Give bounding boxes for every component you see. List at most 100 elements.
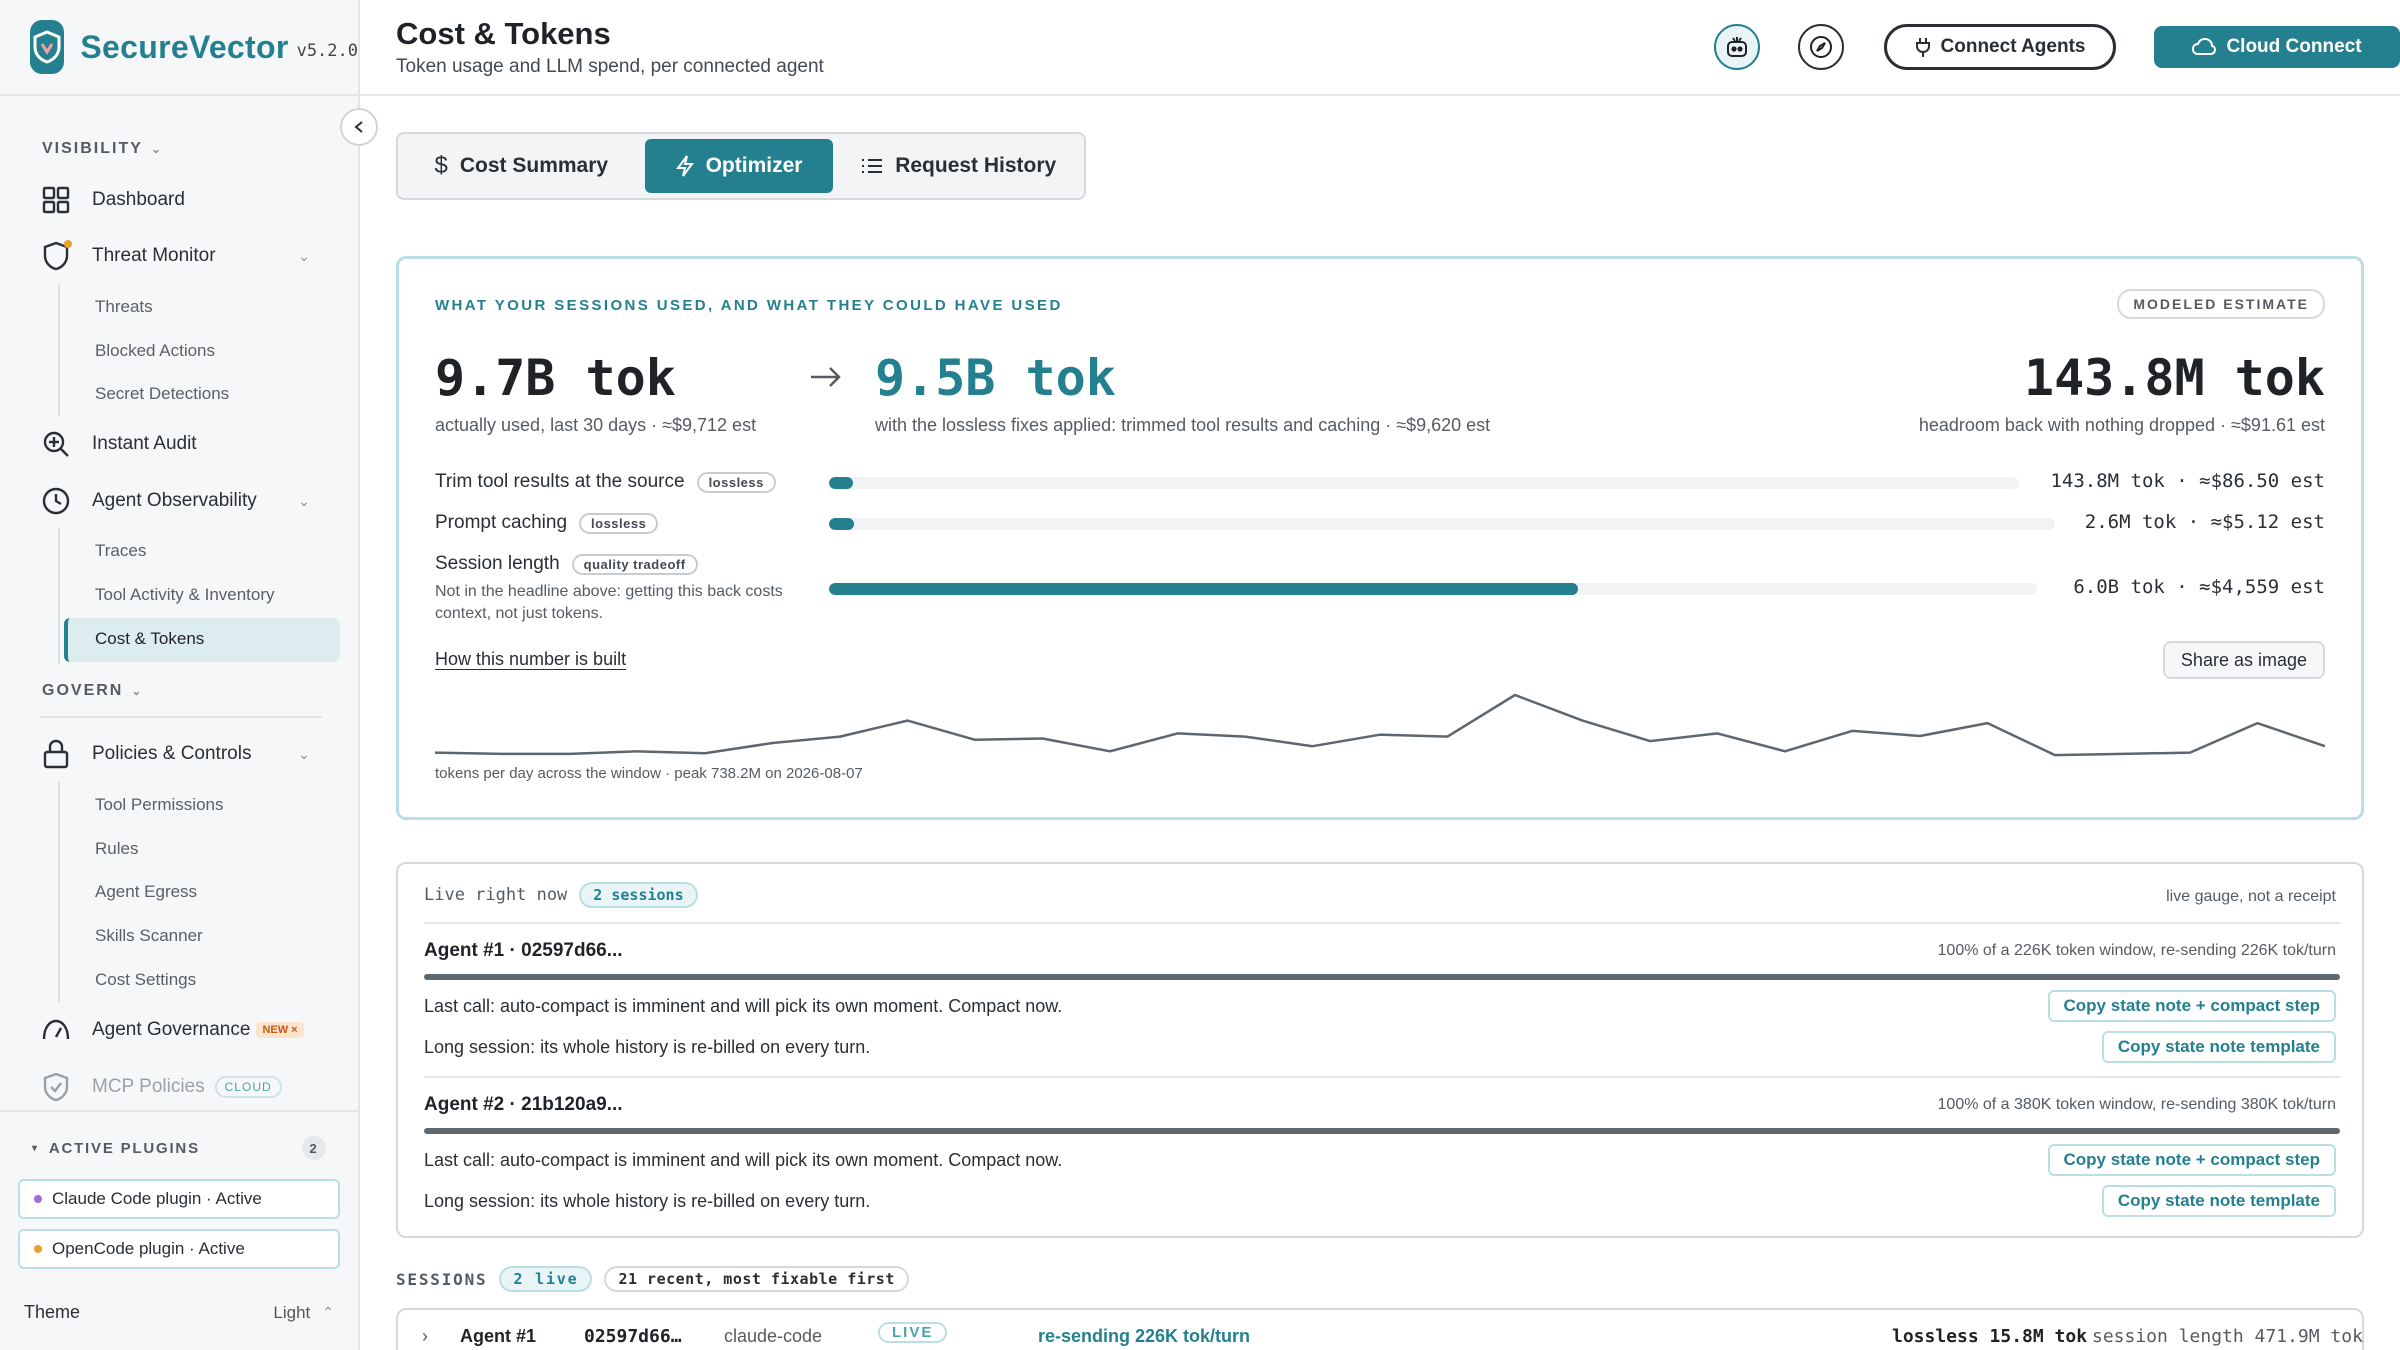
tab-label: Cost Summary [459,154,609,177]
sidebar-item-dashboard[interactable]: Dashboard [40,180,330,220]
dollar-icon: $ [434,152,448,179]
brand[interactable]: SecureVector v5.2.0 [0,0,358,96]
status-dot [34,1195,42,1203]
sidebar-item-cost-settings[interactable]: Cost Settings [95,970,197,989]
theme-toggle[interactable]: Theme Light ⌃ [24,1302,334,1323]
optimizer-eyebrow: WHAT YOUR SESSIONS USED, AND WHAT THEY C… [435,297,1063,314]
sidebar-item-policies-controls[interactable]: Policies & Controls ⌄ [40,734,330,774]
fix-tag: quality tradeoff [571,553,698,575]
chevron-down-icon: ⌄ [131,684,144,698]
collapse-sidebar-button[interactable] [340,108,378,146]
tab-optimizer[interactable]: Optimizer [644,139,834,193]
used-sub: actually used, last 30 days · ≈$9,712 es… [435,415,757,435]
fix-bar-fill [829,477,853,489]
fix-bar-fill [829,583,1578,595]
copy-state-compact-button[interactable]: Copy state note + compact step [2047,990,2336,1022]
section-govern[interactable]: GOVERN ⌄ [42,682,143,700]
page-header: Cost & Tokens Token usage and LLM spend,… [360,0,2400,96]
fix-label: Session length [435,553,560,574]
fix-trim-tool-results: Trim tool results at the source lossless [435,471,776,493]
sidebar-item-agent-observability[interactable]: Agent Observability ⌄ [40,481,330,521]
agent-message: Long session: its whole history is re-bi… [424,1037,871,1057]
section-govern-label: GOVERN [42,682,124,699]
sidebar-item-threat-monitor[interactable]: Threat Monitor ⌄ [40,236,330,276]
chevron-down-icon[interactable]: ⌄ [298,492,310,509]
could-sub: with the lossless fixes applied: trimmed… [875,415,1491,435]
used-value: 9.7B tok [435,349,676,407]
agent-title: Agent #2 · 21b120a9... [424,1094,623,1115]
fix-bar-track [829,583,2037,595]
live-note: live gauge, not a receipt [2166,888,2336,905]
sidebar-item-agent-governance[interactable]: Agent Governance NEW × [40,1010,330,1050]
session-agent: Agent #1 [460,1326,537,1346]
brand-name: SecureVector [80,28,289,65]
fix-tag: lossless [579,512,659,534]
agent-window: 100% of a 380K token window, re-sending … [1937,1096,2336,1113]
share-as-image-button[interactable]: Share as image [2162,641,2325,679]
fix-session-length: Session length quality tradeoff [435,553,698,575]
copy-state-template-button[interactable]: Copy state note template [2101,1031,2336,1063]
arrow-right-icon [811,367,841,387]
sidebar-item-cost-tokens[interactable]: Cost & Tokens [95,629,205,648]
sidebar: SecureVector v5.2.0 VISIBILITY ⌄ Dashboar… [0,0,360,1350]
chevron-down-icon[interactable]: ⌄ [298,745,310,762]
plugin-opencode[interactable]: OpenCode plugin · Active [18,1229,340,1269]
plugin-claude-code[interactable]: Claude Code plugin · Active [18,1179,340,1219]
plugin-label: Claude Code plugin · Active [52,1189,262,1208]
plug-icon [1915,38,1930,57]
fix-value: 143.8M tok · ≈$86.50 est [2050,470,2325,492]
sidebar-item-traces[interactable]: Traces [95,541,147,560]
robot-button[interactable] [1714,24,1760,70]
table-row[interactable]: › Agent #1 02597d66… claude-code LIVE re… [396,1308,2364,1350]
could-value: 9.5B tok [875,349,1116,407]
active-plugins-header[interactable]: ▾ ACTIVE PLUGINS 2 [32,1136,326,1160]
sidebar-item-threats[interactable]: Threats [95,297,153,316]
sidebar-item-skills-scanner[interactable]: Skills Scanner [95,926,203,945]
compass-button[interactable] [1798,24,1844,70]
tab-bar: $ Cost Summary Optimizer Request History [396,132,1086,200]
sidebar-item-tool-permissions[interactable]: Tool Permissions [95,795,224,814]
active-plugins-label: ACTIVE PLUGINS [48,1139,200,1157]
cloud-connect-button[interactable]: Cloud Connect [2154,26,2400,68]
sidebar-item-label: Dashboard [92,189,185,210]
sidebar-item-label: Instant Audit [92,433,197,454]
section-visibility[interactable]: VISIBILITY ⌄ [42,140,163,158]
divider [40,716,322,718]
copy-state-compact-button[interactable]: Copy state note + compact step [2047,1144,2336,1176]
live-pill: 2 live [499,1266,593,1292]
fix-value: 6.0B tok · ≈$4,559 est [2073,576,2325,598]
row-divider [424,1076,2340,1078]
chevron-right-icon[interactable]: › [422,1326,428,1346]
chevron-up-icon: ⌃ [322,1304,334,1320]
agent-window: 100% of a 226K token window, re-sending … [1937,942,2336,959]
copy-state-template-button[interactable]: Copy state note template [2101,1185,2336,1217]
session-id: 02597d66… [584,1326,682,1347]
divider [0,1110,360,1112]
how-number-built-link[interactable]: How this number is built [435,649,627,669]
tab-cost-summary[interactable]: $ Cost Summary [404,139,639,193]
sidebar-item-agent-egress[interactable]: Agent Egress [95,882,198,901]
sessions-pill: 2 sessions [579,882,698,908]
agent-message: Last call: auto-compact is imminent and … [424,1150,1063,1170]
active-indicator [64,618,340,662]
sidebar-item-rules[interactable]: Rules [95,839,139,858]
sidebar-item-tool-activity[interactable]: Tool Activity & Inventory [95,585,275,604]
live-label: Live right now [424,885,568,905]
sidebar-item-label: Threat Monitor [92,245,216,266]
modeled-estimate-badge: MODELED ESTIMATE [2117,289,2325,319]
lock-icon [40,738,72,770]
sidebar-item-blocked-actions[interactable]: Blocked Actions [95,341,216,360]
new-badge[interactable]: NEW × [256,1022,304,1038]
sub-divider [58,528,60,664]
sidebar-item-secret-detections[interactable]: Secret Detections [95,384,230,403]
plugins-count: 2 [302,1136,326,1160]
sidebar-item-instant-audit[interactable]: Instant Audit [40,424,330,464]
sidebar-item-mcp-policies[interactable]: MCP Policies CLOUD [40,1067,330,1107]
chevron-down-icon[interactable]: ⌄ [298,247,310,264]
chevron-left-icon [354,121,363,133]
section-visibility-label: VISIBILITY [42,140,143,157]
connect-agents-button[interactable]: Connect Agents [1884,24,2116,70]
robot-icon [1727,37,1747,57]
sparkline-caption: tokens per day across the window · peak … [435,765,863,782]
tab-request-history[interactable]: Request History [839,139,1078,193]
